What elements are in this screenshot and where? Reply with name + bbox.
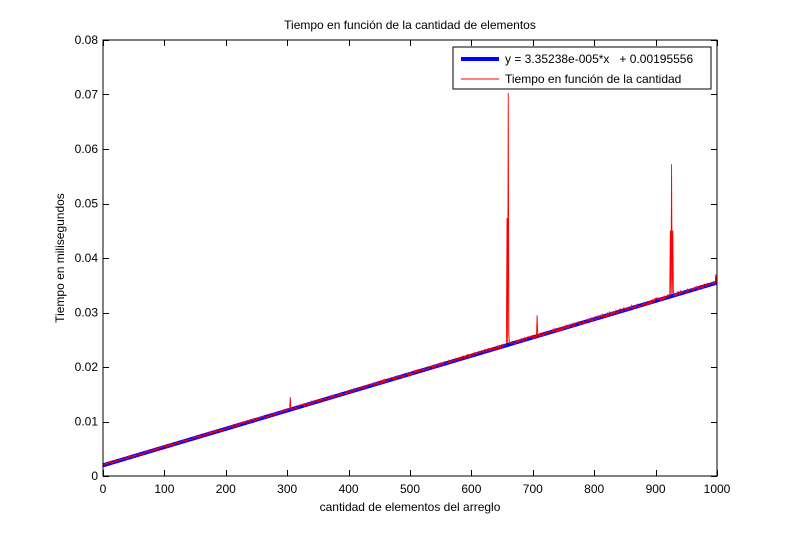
- ticks-layer: 0 100 200 300 400 500 600 700 800 900 1000 0 0.01 0.0…: [75, 33, 731, 496]
- y-tick-label: 0.07: [75, 88, 99, 102]
- y-tick-label: 0.01: [75, 415, 99, 429]
- y-tick-label: 0: [91, 469, 98, 483]
- legend-measured-label: Tiempo en función de la cantidad: [505, 72, 681, 86]
- x-tick-label: 100: [154, 482, 174, 496]
- y-tick-label: 0.04: [75, 251, 99, 265]
- y-tick-label: 0.03: [75, 306, 99, 320]
- x-tick-label: 1000: [704, 482, 731, 496]
- y-axis-label: Tiempo en milisegundos: [53, 193, 67, 323]
- y-tick-label: 0.06: [75, 142, 99, 156]
- measured-series-line: [103, 92, 718, 466]
- x-tick-label: 800: [584, 482, 604, 496]
- legend: y = 3.35238e-005*x + 0.00195556 Tiempo e…: [452, 46, 712, 90]
- series-layer: [102, 92, 718, 468]
- x-tick-label: 500: [400, 482, 420, 496]
- y-tick-label: 0.05: [75, 197, 99, 211]
- x-tick-label: 200: [216, 482, 236, 496]
- x-tick-label: 700: [523, 482, 543, 496]
- chart-title: Tiempo en función de la cantidad de elem…: [284, 18, 536, 32]
- y-tick-label: 0.02: [75, 360, 99, 374]
- legend-fit-label: y = 3.35238e-005*x + 0.00195556: [505, 52, 693, 66]
- legend-box: [452, 46, 712, 90]
- x-tick-label: 0: [100, 482, 107, 496]
- x-tick-label: 600: [461, 482, 481, 496]
- y-tick-label: 0.08: [75, 33, 99, 47]
- x-tick-label: 400: [339, 482, 359, 496]
- x-tick-label: 300: [277, 482, 297, 496]
- x-tick-label: 900: [646, 482, 666, 496]
- plot-area: [103, 40, 717, 476]
- x-axis-label: cantidad de elementos del arreglo: [320, 500, 501, 514]
